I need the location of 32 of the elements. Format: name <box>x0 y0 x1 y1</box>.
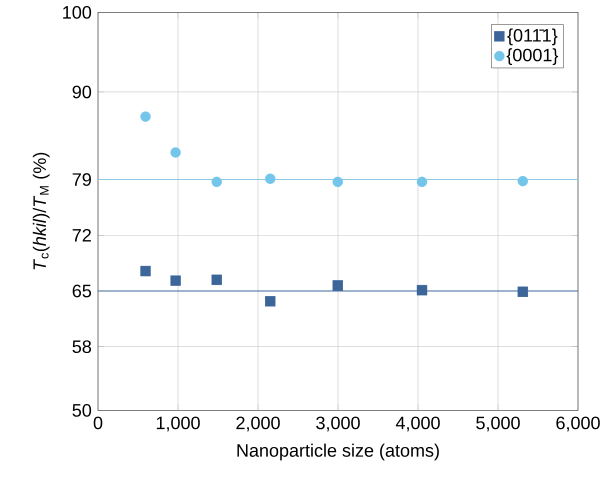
point <box>518 286 528 297</box>
point <box>170 275 181 286</box>
point <box>332 280 343 290</box>
y-tick-label: 50 <box>72 404 92 417</box>
x-tick-label: 6,000 <box>556 416 600 432</box>
point <box>332 176 343 187</box>
y-tick-label: 100 <box>63 6 92 19</box>
y-axis-title: T$_{c}$(hkil)/T$_{M}$ (%) <box>32 152 50 270</box>
y-tick-label: 90 <box>72 85 92 98</box>
x-tick-label: 4,000 <box>396 416 440 432</box>
point <box>140 266 151 276</box>
y-tick-label: 65 <box>72 284 92 298</box>
point <box>518 176 528 186</box>
point <box>265 296 276 306</box>
x-tick-label: 0 <box>94 416 102 430</box>
point <box>416 284 428 296</box>
x-tick-label: 5,000 <box>476 416 520 432</box>
x-axis-title: Nanoparticle size (atoms) <box>237 443 439 460</box>
point <box>212 176 222 187</box>
y-tick-label: 79 <box>72 172 91 186</box>
y-tick-label: 72 <box>72 228 91 242</box>
x-tick-label: 2,000 <box>236 416 280 432</box>
point <box>212 274 222 285</box>
x-tick-label: 3,000 <box>316 416 360 432</box>
y-tick-label: 58 <box>72 340 92 353</box>
point <box>416 176 428 187</box>
legend-label: {0001} <box>506 48 558 65</box>
legend-label: {011̄1} <box>507 28 558 46</box>
point <box>140 111 151 122</box>
x-tick-label: 1,000 <box>156 416 200 432</box>
point <box>265 173 276 184</box>
point <box>170 147 181 158</box>
